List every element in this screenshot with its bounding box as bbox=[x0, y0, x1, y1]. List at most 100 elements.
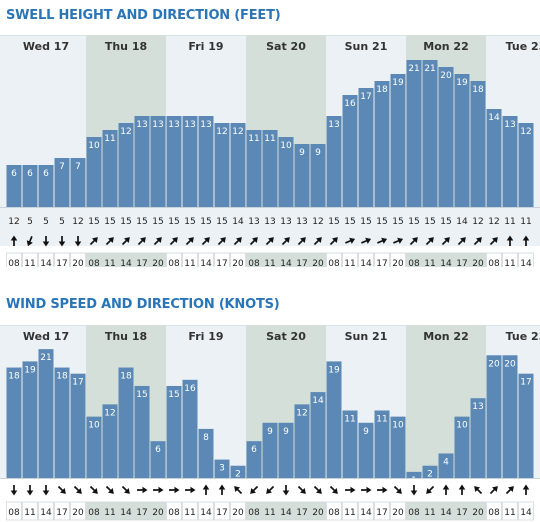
hour-cell-7 bbox=[118, 501, 134, 521]
direction-arrow-icon-21 bbox=[345, 486, 356, 494]
bar-17 bbox=[278, 422, 294, 478]
bar-26 bbox=[422, 60, 438, 207]
period-label-17: 13 bbox=[280, 217, 291, 227]
bar-32 bbox=[518, 123, 534, 207]
hour-cell-20 bbox=[326, 252, 342, 267]
hour-cell-10 bbox=[166, 252, 182, 267]
direction-arrow-icon-1 bbox=[26, 485, 34, 496]
direction-arrow-icon-9 bbox=[153, 237, 162, 246]
period-label-5: 15 bbox=[88, 217, 99, 227]
day-label-2: Fri 19 bbox=[188, 40, 223, 53]
direction-arrow-icon-8 bbox=[137, 486, 148, 494]
bar-value-label-15: 11 bbox=[248, 134, 259, 144]
hour-label-26: 11 bbox=[424, 259, 435, 267]
hour-label-9: 20 bbox=[152, 508, 164, 518]
period-label-25: 15 bbox=[408, 217, 419, 227]
hour-cell-6 bbox=[102, 501, 118, 521]
hour-cell-24 bbox=[390, 501, 406, 521]
bar-11 bbox=[182, 379, 198, 478]
hour-cell-13 bbox=[214, 252, 230, 267]
hour-cell-4 bbox=[70, 501, 86, 521]
hour-label-16: 11 bbox=[264, 259, 275, 267]
direction-arrow-icon-25 bbox=[410, 485, 418, 496]
bar-32 bbox=[518, 373, 534, 478]
swell-chart: Wed 17 Thu 18 Fri 19 Sat 20 Sun 21 Mon 22 Tue … bbox=[0, 35, 540, 267]
hour-label-0: 08 bbox=[8, 259, 20, 267]
period-label-21: 15 bbox=[344, 217, 355, 227]
period-label-23: 15 bbox=[376, 217, 387, 227]
hour-label-19: 20 bbox=[312, 259, 324, 267]
direction-arrow-icon-5 bbox=[89, 237, 98, 246]
hour-cell-18 bbox=[294, 252, 310, 267]
hour-label-24: 20 bbox=[392, 508, 404, 518]
hour-cell-25 bbox=[406, 252, 422, 267]
hour-cell-9 bbox=[150, 252, 166, 267]
bar-value-label-31: 20 bbox=[504, 359, 516, 369]
hour-label-10: 08 bbox=[168, 508, 180, 518]
hour-cell-28 bbox=[454, 252, 470, 267]
period-label-14: 14 bbox=[232, 217, 244, 227]
bar-value-label-22: 17 bbox=[360, 92, 371, 102]
bar-0 bbox=[6, 165, 22, 207]
wind-chart-title: WIND SPEED AND DIRECTION (KNOTS) bbox=[6, 297, 280, 312]
hour-label-28: 17 bbox=[456, 508, 467, 518]
hour-label-3: 17 bbox=[56, 259, 67, 267]
bar-value-label-0: 6 bbox=[11, 169, 17, 179]
period-label-18: 13 bbox=[296, 217, 307, 227]
hour-label-23: 17 bbox=[376, 259, 387, 267]
hour-cell-14 bbox=[230, 252, 246, 267]
bar-20 bbox=[326, 116, 342, 207]
bar-value-label-18: 12 bbox=[296, 408, 307, 418]
hour-label-31: 11 bbox=[504, 508, 515, 518]
bar-15 bbox=[246, 130, 262, 207]
bar-1 bbox=[22, 361, 38, 478]
day-label-0: Wed 17 bbox=[23, 40, 69, 53]
bar-value-label-16: 9 bbox=[267, 427, 273, 437]
hour-label-3: 17 bbox=[56, 508, 67, 518]
bar-8 bbox=[134, 385, 150, 478]
hour-label-5: 08 bbox=[88, 508, 100, 518]
bar-31 bbox=[502, 116, 518, 207]
bar-9 bbox=[150, 116, 166, 207]
bar-21 bbox=[342, 95, 358, 207]
bar-value-label-10: 13 bbox=[168, 120, 179, 130]
direction-arrow-icon-20 bbox=[329, 485, 338, 494]
bar-4 bbox=[70, 373, 86, 478]
bar-value-label-10: 15 bbox=[168, 390, 179, 400]
hour-label-6: 11 bbox=[104, 508, 115, 518]
direction-arrow-icon-22 bbox=[361, 486, 372, 494]
direction-arrow-icon-13 bbox=[217, 237, 226, 246]
bar-23 bbox=[374, 410, 390, 478]
bar-value-label-3: 18 bbox=[56, 372, 68, 382]
direction-arrow-icon-17 bbox=[281, 237, 290, 246]
period-label-6: 15 bbox=[104, 217, 115, 227]
bar-value-label-32: 17 bbox=[520, 378, 531, 388]
period-label-1: 5 bbox=[27, 217, 33, 227]
hour-cell-4 bbox=[70, 252, 86, 267]
hour-cell-28 bbox=[454, 501, 470, 521]
bar-value-label-23: 18 bbox=[376, 85, 388, 95]
hour-label-29: 20 bbox=[472, 508, 484, 518]
direction-arrow-icon-0 bbox=[10, 235, 18, 246]
direction-arrow-icon-12 bbox=[202, 484, 210, 495]
bar-value-label-24: 19 bbox=[392, 78, 404, 88]
hour-cell-15 bbox=[246, 252, 262, 267]
hour-label-25: 08 bbox=[408, 259, 420, 267]
bar-value-label-24: 10 bbox=[392, 421, 404, 431]
hour-cell-8 bbox=[134, 252, 150, 267]
bar-30 bbox=[486, 109, 502, 207]
day-label-4: Sun 21 bbox=[345, 330, 388, 343]
hour-cell-30 bbox=[486, 501, 502, 521]
direction-arrow-icon-18 bbox=[297, 237, 306, 246]
hour-label-22: 14 bbox=[360, 508, 372, 518]
hour-cell-13 bbox=[214, 501, 230, 521]
bar-value-label-25: 1 bbox=[411, 476, 417, 486]
direction-arrow-icon-11 bbox=[185, 237, 194, 246]
bar-8 bbox=[134, 116, 150, 207]
bar-21 bbox=[342, 410, 358, 478]
hour-label-14: 20 bbox=[232, 259, 244, 267]
day-label-1: Thu 18 bbox=[105, 330, 147, 343]
hour-label-20: 08 bbox=[328, 259, 340, 267]
hour-label-16: 11 bbox=[264, 508, 275, 518]
direction-arrow-icon-2 bbox=[42, 236, 50, 247]
